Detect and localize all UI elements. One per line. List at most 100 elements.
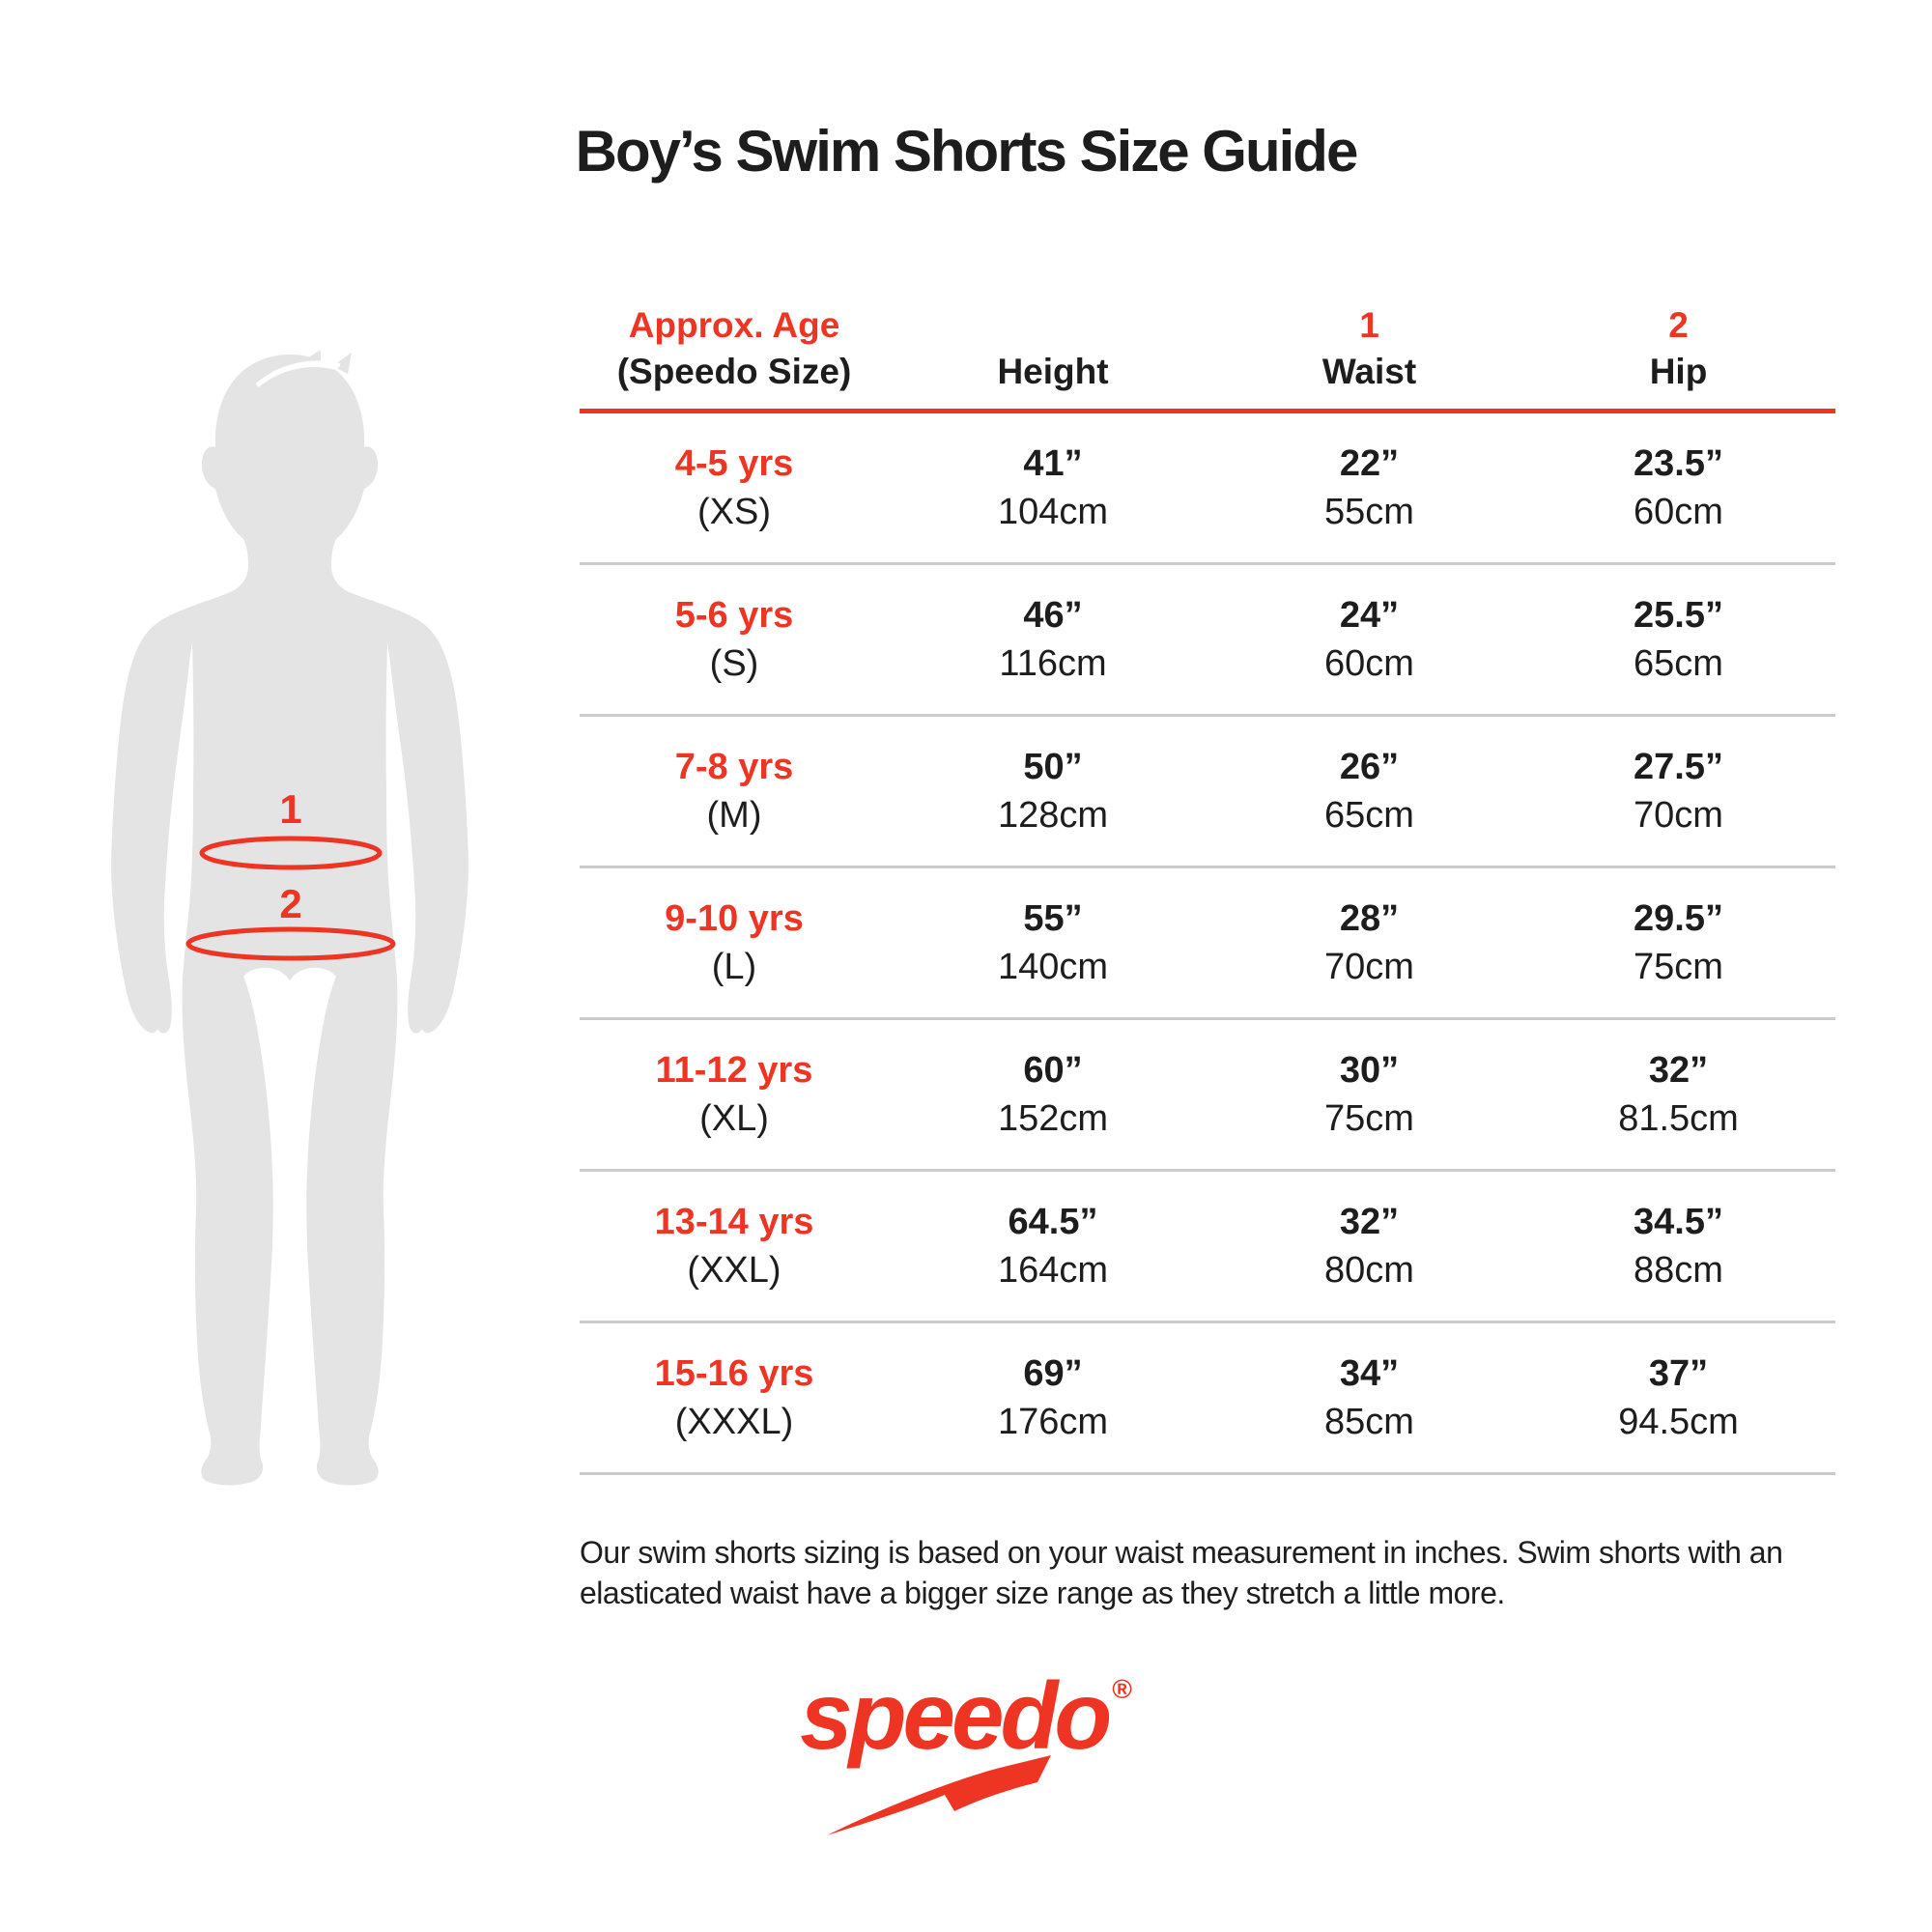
col-header-age: Approx. Age (Speedo Size) xyxy=(580,261,889,409)
hip-cm: 65cm xyxy=(1634,643,1723,684)
waist-cm: 80cm xyxy=(1324,1250,1414,1291)
height-inches: 50” xyxy=(1023,747,1083,787)
height-inches: 69” xyxy=(1023,1353,1083,1394)
size-value: (S) xyxy=(709,643,759,684)
waist-cm: 65cm xyxy=(1324,795,1414,836)
hip-inches: 37” xyxy=(1648,1353,1709,1394)
speedo-wordmark: speedo xyxy=(800,1662,1112,1769)
height-cm: 140cm xyxy=(997,947,1109,987)
hip-cm: 88cm xyxy=(1634,1250,1723,1291)
waist-inches: 28” xyxy=(1339,898,1400,939)
hip-inches: 23.5” xyxy=(1634,443,1723,484)
size-value: (XXXL) xyxy=(674,1402,794,1442)
age-value: 11-12 yrs xyxy=(655,1050,813,1091)
hip-inches: 29.5” xyxy=(1634,898,1723,939)
table-row: 13-14 yrs (XXL) 64.5” 164cm 32” 80cm 34.… xyxy=(580,1172,1835,1323)
cell-height: 64.5” 164cm xyxy=(889,1172,1217,1321)
cell-hip: 34.5” 88cm xyxy=(1521,1172,1835,1321)
hip-measure-ellipse xyxy=(185,926,396,961)
speedo-swoosh-icon xyxy=(827,1755,1051,1835)
hip-inches: 34.5” xyxy=(1634,1202,1723,1242)
waist-measure-number: 1 xyxy=(279,786,302,832)
size-value: (XXL) xyxy=(687,1250,781,1291)
cell-waist: 26” 65cm xyxy=(1217,717,1521,866)
cell-waist: 24” 60cm xyxy=(1217,565,1521,714)
cell-waist: 32” 80cm xyxy=(1217,1172,1521,1321)
age-value: 13-14 yrs xyxy=(654,1202,814,1242)
cell-age: 5-6 yrs (S) xyxy=(580,565,889,714)
cell-waist: 34” 85cm xyxy=(1217,1323,1521,1472)
page-title: Boy’s Swim Shorts Size Guide xyxy=(575,119,1359,184)
waist-inches: 26” xyxy=(1339,747,1400,787)
cell-height: 50” 128cm xyxy=(889,717,1217,866)
waist-inches: 34” xyxy=(1339,1353,1400,1394)
col-header-waist: 1 Waist xyxy=(1217,261,1521,409)
size-table: Approx. Age (Speedo Size) Height 1 Waist… xyxy=(580,261,1835,1475)
cell-hip: 27.5” 70cm xyxy=(1521,717,1835,866)
table-row: 9-10 yrs (L) 55” 140cm 28” 70cm 29.5” 75… xyxy=(580,868,1835,1020)
boy-silhouette xyxy=(111,351,469,1486)
waist-inches: 32” xyxy=(1339,1202,1400,1242)
cell-waist: 30” 75cm xyxy=(1217,1020,1521,1169)
age-value: 15-16 yrs xyxy=(654,1353,814,1394)
waist-inches: 30” xyxy=(1339,1050,1400,1091)
hip-cm: 94.5cm xyxy=(1618,1402,1739,1442)
waist-cm: 55cm xyxy=(1324,492,1414,532)
height-cm: 152cm xyxy=(997,1098,1109,1139)
cell-hip: 23.5” 60cm xyxy=(1521,413,1835,562)
sizing-note: Our swim shorts sizing is based on your … xyxy=(580,1535,1783,1610)
hip-cm: 60cm xyxy=(1634,492,1723,532)
height-cm: 128cm xyxy=(997,795,1109,836)
size-value: (XL) xyxy=(699,1098,769,1139)
cell-hip: 29.5” 75cm xyxy=(1521,868,1835,1017)
table-row: 11-12 yrs (XL) 60” 152cm 30” 75cm 32” 81… xyxy=(580,1020,1835,1172)
col-header-height-label: Height xyxy=(997,352,1109,391)
age-value: 7-8 yrs xyxy=(674,747,794,787)
cell-waist: 28” 70cm xyxy=(1217,868,1521,1017)
hip-inches: 32” xyxy=(1648,1050,1709,1091)
height-inches: 60” xyxy=(1023,1050,1083,1091)
waist-cm: 70cm xyxy=(1324,947,1414,987)
waist-measure-ellipse xyxy=(199,836,383,870)
silhouette-left-half xyxy=(111,355,290,1486)
height-inches: 64.5” xyxy=(1008,1202,1098,1242)
hip-inches: 25.5” xyxy=(1634,595,1723,636)
hip-measure-number: 2 xyxy=(279,881,302,926)
table-row: 7-8 yrs (M) 50” 128cm 26” 65cm 27.5” 70c… xyxy=(580,717,1835,868)
cell-age: 9-10 yrs (L) xyxy=(580,868,889,1017)
table-header-row: Approx. Age (Speedo Size) Height 1 Waist… xyxy=(580,261,1835,413)
cell-age: 7-8 yrs (M) xyxy=(580,717,889,866)
cell-height: 41” 104cm xyxy=(889,413,1217,562)
hip-inches: 27.5” xyxy=(1634,747,1723,787)
waist-inches: 22” xyxy=(1339,443,1400,484)
cell-hip: 32” 81.5cm xyxy=(1521,1020,1835,1169)
cell-height: 60” 152cm xyxy=(889,1020,1217,1169)
height-cm: 164cm xyxy=(997,1250,1109,1291)
height-cm: 176cm xyxy=(997,1402,1109,1442)
col-header-age-line1: Approx. Age xyxy=(628,305,840,345)
height-cm: 116cm xyxy=(999,643,1107,684)
cell-age: 4-5 yrs (XS) xyxy=(580,413,889,562)
table-row: 4-5 yrs (XS) 41” 104cm 22” 55cm 23.5” 60… xyxy=(580,413,1835,565)
table-row: 5-6 yrs (S) 46” 116cm 24” 60cm 25.5” 65c… xyxy=(580,565,1835,717)
hip-cm: 81.5cm xyxy=(1618,1098,1739,1139)
waist-cm: 60cm xyxy=(1324,643,1414,684)
registered-trademark-symbol: ® xyxy=(1112,1674,1132,1704)
hip-cm: 70cm xyxy=(1634,795,1723,836)
size-value: (L) xyxy=(711,947,757,987)
col-header-hip: 2 Hip xyxy=(1521,261,1835,409)
cell-age: 15-16 yrs (XXXL) xyxy=(580,1323,889,1472)
cell-waist: 22” 55cm xyxy=(1217,413,1521,562)
col-header-waist-number: 1 xyxy=(1359,305,1379,345)
cell-hip: 37” 94.5cm xyxy=(1521,1323,1835,1472)
cell-age: 13-14 yrs (XXL) xyxy=(580,1172,889,1321)
cell-height: 69” 176cm xyxy=(889,1323,1217,1472)
age-value: 5-6 yrs xyxy=(674,595,794,636)
col-header-age-line2: (Speedo Size) xyxy=(616,352,852,391)
size-value: (M) xyxy=(706,795,762,836)
table-row: 15-16 yrs (XXXL) 69” 176cm 34” 85cm 37” … xyxy=(580,1323,1835,1475)
col-header-height: Height xyxy=(889,261,1217,409)
col-header-hip-number: 2 xyxy=(1668,305,1689,345)
silhouette-right-half xyxy=(290,355,469,1486)
